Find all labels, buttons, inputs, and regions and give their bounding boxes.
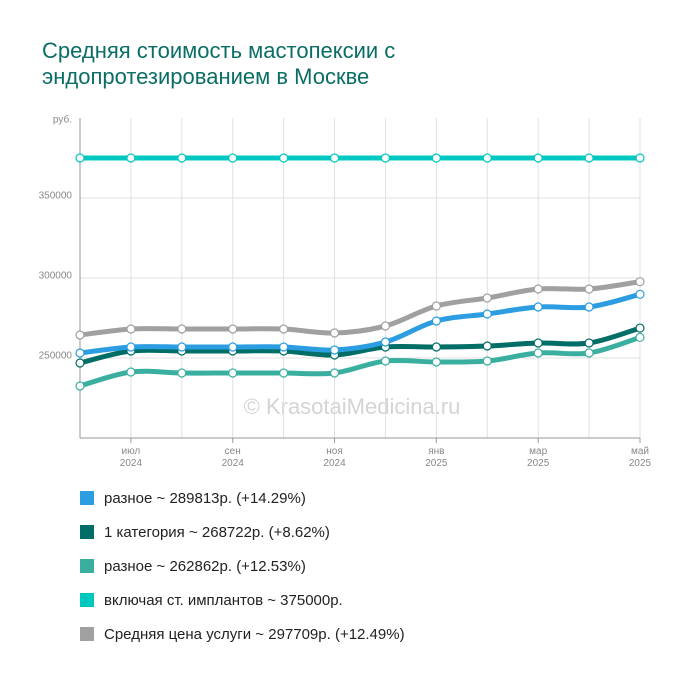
x-tick-label: янв 2025 <box>425 446 448 469</box>
data-point <box>329 368 340 378</box>
data-point <box>177 368 187 378</box>
legend-swatch <box>80 627 94 641</box>
x-tick-label: май 2025 <box>628 446 652 469</box>
data-point <box>584 338 594 348</box>
legend-swatch <box>80 525 94 539</box>
data-point <box>482 356 492 366</box>
data-point <box>279 368 289 378</box>
data-point <box>380 321 391 331</box>
legend-label: Средняя цена услуги ~ 297709р. (+12.49%) <box>104 625 405 643</box>
data-point <box>329 328 340 338</box>
data-point <box>584 284 594 294</box>
data-point <box>329 345 340 355</box>
data-point <box>279 342 289 352</box>
data-point <box>431 153 441 163</box>
legend-label: разное ~ 262862р. (+12.53%) <box>104 557 306 575</box>
data-point <box>431 342 441 352</box>
legend-item: разное ~ 289813р. (+14.29%) <box>80 488 306 508</box>
data-point <box>380 153 391 163</box>
chart-title: Средняя стоимость мастопексии с эндопрот… <box>42 38 396 89</box>
data-point <box>533 284 543 294</box>
data-point <box>177 324 187 334</box>
data-point <box>482 293 492 303</box>
data-point <box>635 332 645 343</box>
data-point <box>584 153 594 163</box>
x-tick-label: ноя 2024 <box>323 446 346 469</box>
series <box>75 153 645 163</box>
data-point <box>75 348 85 358</box>
legend-item: Средняя цена услуги ~ 297709р. (+12.49%) <box>80 624 405 644</box>
data-point <box>279 153 289 163</box>
data-point <box>75 153 85 163</box>
data-point <box>126 153 136 163</box>
legend-swatch <box>80 559 94 573</box>
data-point <box>431 357 441 367</box>
legend-item: разное ~ 262862р. (+12.53%) <box>80 556 306 576</box>
data-point <box>380 356 391 366</box>
x-tick-label: сен 2024 <box>221 446 244 469</box>
data-point <box>228 324 238 334</box>
data-point <box>228 368 238 378</box>
data-point <box>75 381 85 391</box>
legend-label: 1 категория ~ 268722р. (+8.62%) <box>104 523 330 541</box>
data-point <box>482 309 492 319</box>
data-point <box>228 153 238 163</box>
data-point <box>431 316 441 326</box>
data-point <box>635 323 645 333</box>
y-tick-label: 250000 <box>39 351 73 362</box>
data-point <box>635 277 645 287</box>
data-point <box>533 153 543 163</box>
legend-swatch <box>80 593 94 607</box>
data-point <box>329 153 340 163</box>
data-point <box>75 358 85 368</box>
data-point <box>177 153 187 163</box>
data-point <box>126 324 136 334</box>
series <box>75 332 645 391</box>
series <box>75 277 645 340</box>
legend-label: разное ~ 289813р. (+14.29%) <box>104 489 306 507</box>
data-point <box>533 348 543 358</box>
data-point <box>75 330 85 340</box>
data-point <box>228 342 238 352</box>
data-point <box>279 324 289 334</box>
watermark: © KrasotaiMedicina.ru <box>244 394 461 419</box>
data-point <box>635 153 645 163</box>
data-point <box>177 342 187 352</box>
x-tick-label: июл 2024 <box>119 446 143 469</box>
data-point <box>482 341 492 351</box>
y-tick-label: 350000 <box>39 191 73 202</box>
data-point <box>635 289 645 299</box>
data-point <box>533 338 543 348</box>
legend-swatch <box>80 491 94 505</box>
data-point <box>584 348 594 358</box>
legend-item: включая ст. имплантов ~ 375000р. <box>80 590 343 610</box>
data-point <box>584 302 594 312</box>
y-axis-label: руб. <box>53 114 72 126</box>
legend-item: 1 категория ~ 268722р. (+8.62%) <box>80 522 330 542</box>
data-point <box>126 367 136 377</box>
data-point <box>431 301 441 311</box>
data-point <box>126 342 136 352</box>
x-tick-label: мар 2025 <box>527 446 550 469</box>
data-point <box>482 153 492 163</box>
legend-label: включая ст. имплантов ~ 375000р. <box>104 591 343 609</box>
y-tick-label: 300000 <box>39 271 73 282</box>
series <box>75 289 645 358</box>
data-point <box>380 337 391 347</box>
data-point <box>533 302 543 312</box>
